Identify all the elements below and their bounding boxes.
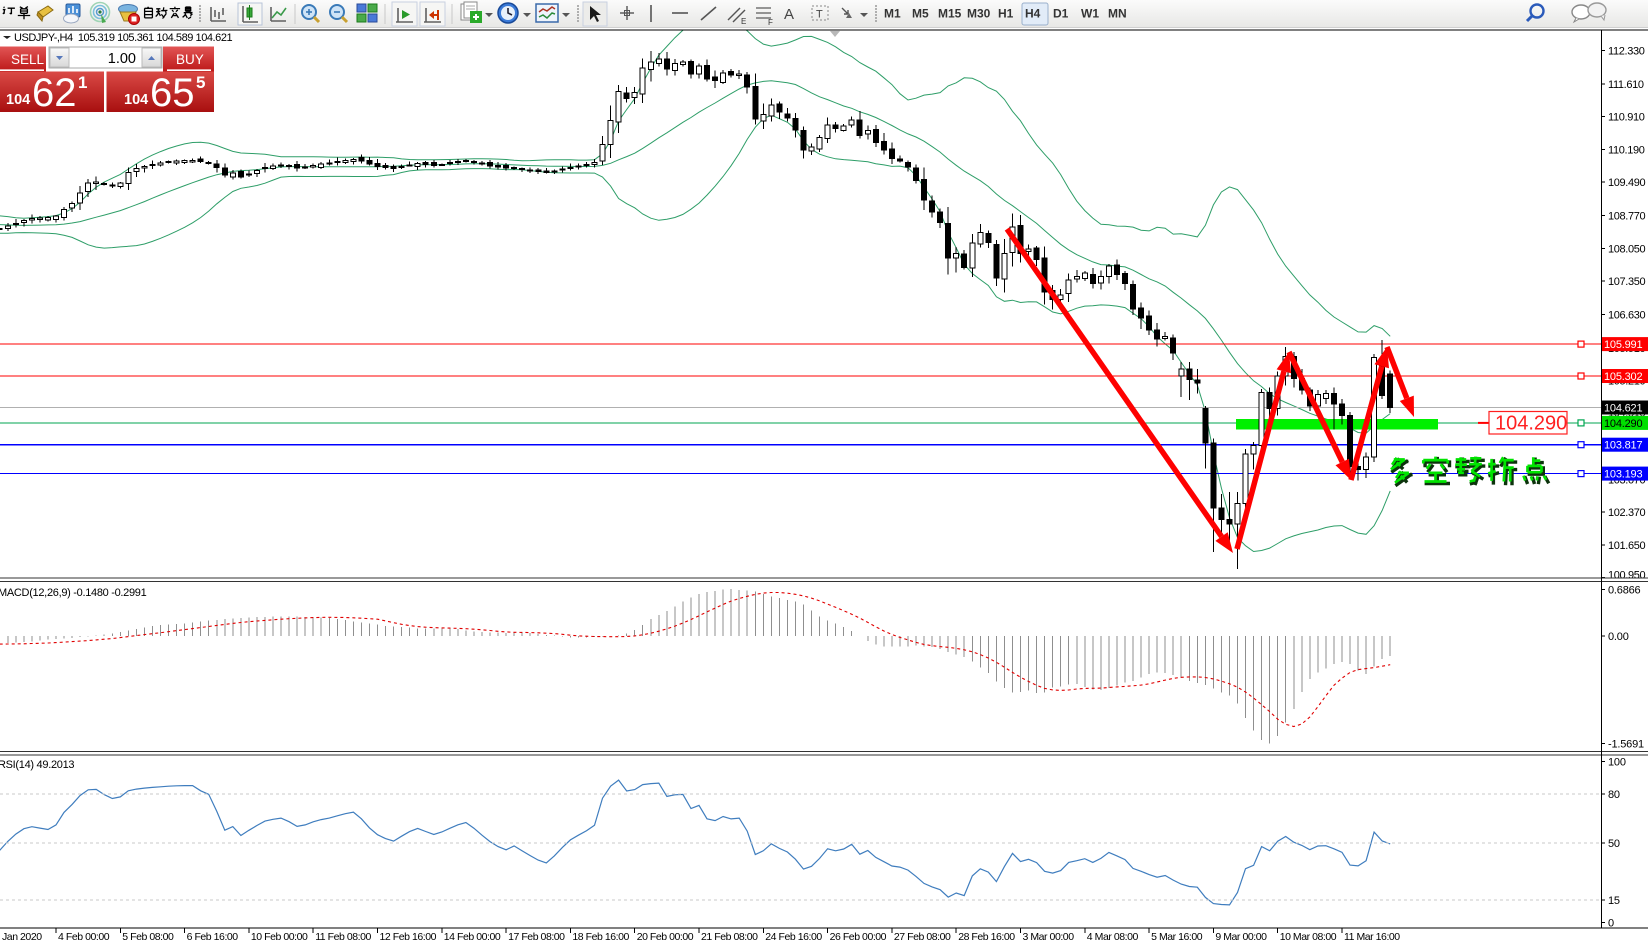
svg-text:MN: MN xyxy=(1108,7,1127,21)
svg-text:102.370: 102.370 xyxy=(1608,507,1646,519)
svg-text:5 Mar 16:00: 5 Mar 16:00 xyxy=(1151,931,1203,943)
svg-text:A: A xyxy=(784,6,794,23)
svg-text:M1: M1 xyxy=(884,7,901,21)
svg-text:105.302: 105.302 xyxy=(1604,371,1642,383)
svg-text:20 Feb 00:00: 20 Feb 00:00 xyxy=(637,931,694,943)
svg-text:M30: M30 xyxy=(967,7,991,21)
svg-text:17 Feb 08:00: 17 Feb 08:00 xyxy=(508,931,565,943)
svg-text:11 Mar 16:00: 11 Mar 16:00 xyxy=(1344,931,1400,943)
svg-text:100.950: 100.950 xyxy=(1608,570,1646,582)
svg-text:28 Feb 16:00: 28 Feb 16:00 xyxy=(958,931,1015,943)
svg-text:1: 1 xyxy=(78,73,87,92)
svg-text:3 Mar 00:00: 3 Mar 00:00 xyxy=(1023,931,1075,943)
svg-text:80: 80 xyxy=(1608,789,1620,801)
svg-text:50: 50 xyxy=(1608,838,1620,850)
svg-text:103.193: 103.193 xyxy=(1604,469,1642,481)
svg-text:27 Feb 08:00: 27 Feb 08:00 xyxy=(894,931,951,943)
svg-text:108.770: 108.770 xyxy=(1608,210,1646,222)
svg-text:MACD(12,26,9) -0.1480 -0.2991: MACD(12,26,9) -0.1480 -0.2991 xyxy=(0,587,147,599)
svg-text:E: E xyxy=(741,17,746,26)
svg-text:14 Feb 00:00: 14 Feb 00:00 xyxy=(444,931,501,943)
svg-text:D1: D1 xyxy=(1053,7,1069,21)
svg-text:-1.5691: -1.5691 xyxy=(1608,739,1644,751)
svg-text:H4: H4 xyxy=(1025,7,1041,21)
svg-text:10 Mar 08:00: 10 Mar 08:00 xyxy=(1280,931,1337,943)
svg-text:110.910: 110.910 xyxy=(1608,111,1645,123)
svg-text:F: F xyxy=(768,18,773,27)
svg-text:15: 15 xyxy=(1608,895,1620,907)
svg-text:108.050: 108.050 xyxy=(1608,244,1646,256)
svg-text:21 Feb 08:00: 21 Feb 08:00 xyxy=(701,931,758,943)
svg-text:12 Feb 16:00: 12 Feb 16:00 xyxy=(380,931,437,943)
svg-text:104.621: 104.621 xyxy=(1604,403,1642,415)
svg-text:62: 62 xyxy=(32,71,77,115)
svg-text:105.991: 105.991 xyxy=(1604,339,1642,351)
svg-text:SELL: SELL xyxy=(11,52,45,67)
svg-text:5: 5 xyxy=(196,73,205,92)
svg-text:26 Feb 00:00: 26 Feb 00:00 xyxy=(830,931,887,943)
svg-text:RSI(14) 49.2013: RSI(14) 49.2013 xyxy=(0,759,74,771)
svg-text:6 Feb 16:00: 6 Feb 16:00 xyxy=(187,931,239,943)
svg-text:104: 104 xyxy=(6,92,30,108)
svg-text:111.610: 111.610 xyxy=(1608,79,1644,91)
svg-text:104: 104 xyxy=(124,92,148,108)
svg-text:100: 100 xyxy=(1608,757,1626,769)
svg-text:4 Feb 00:00: 4 Feb 00:00 xyxy=(58,931,110,943)
svg-text:112.330: 112.330 xyxy=(1608,46,1645,58)
svg-text:M15: M15 xyxy=(938,7,962,21)
svg-text:M5: M5 xyxy=(912,7,929,21)
svg-text:18 Feb 16:00: 18 Feb 16:00 xyxy=(572,931,629,943)
svg-text:10 Feb 00:00: 10 Feb 00:00 xyxy=(251,931,308,943)
svg-text:5 Feb 08:00: 5 Feb 08:00 xyxy=(122,931,174,943)
svg-text:H1: H1 xyxy=(998,7,1014,21)
svg-text:11 Feb 08:00: 11 Feb 08:00 xyxy=(315,931,371,943)
svg-text:T: T xyxy=(816,9,823,21)
svg-text:0.6866: 0.6866 xyxy=(1608,585,1641,597)
svg-text:Jan 2020: Jan 2020 xyxy=(2,931,42,943)
svg-text:0.00: 0.00 xyxy=(1608,631,1629,643)
svg-text:W1: W1 xyxy=(1081,7,1099,21)
svg-text:1.00: 1.00 xyxy=(108,51,136,67)
svg-text:104.290: 104.290 xyxy=(1604,418,1642,430)
svg-text:BUY: BUY xyxy=(176,52,204,67)
svg-text:24 Feb 16:00: 24 Feb 16:00 xyxy=(765,931,822,943)
svg-text:0: 0 xyxy=(1608,918,1614,930)
svg-text:103.817: 103.817 xyxy=(1604,440,1642,452)
svg-text:106.630: 106.630 xyxy=(1608,310,1646,322)
svg-text:101.650: 101.650 xyxy=(1608,540,1646,552)
svg-text:4 Mar 08:00: 4 Mar 08:00 xyxy=(1087,931,1139,943)
svg-text:65: 65 xyxy=(150,71,195,115)
svg-text:110.190: 110.190 xyxy=(1608,145,1645,157)
svg-text:109.490: 109.490 xyxy=(1608,177,1646,189)
svg-text:104.290: 104.290 xyxy=(1495,413,1567,435)
svg-text:USDJPY-,H4 105.319 105.361 10: USDJPY-,H4 105.319 105.361 104.589 104.6… xyxy=(14,32,232,44)
svg-text:9 Mar 00:00: 9 Mar 00:00 xyxy=(1215,931,1267,943)
svg-text:107.350: 107.350 xyxy=(1608,276,1646,288)
